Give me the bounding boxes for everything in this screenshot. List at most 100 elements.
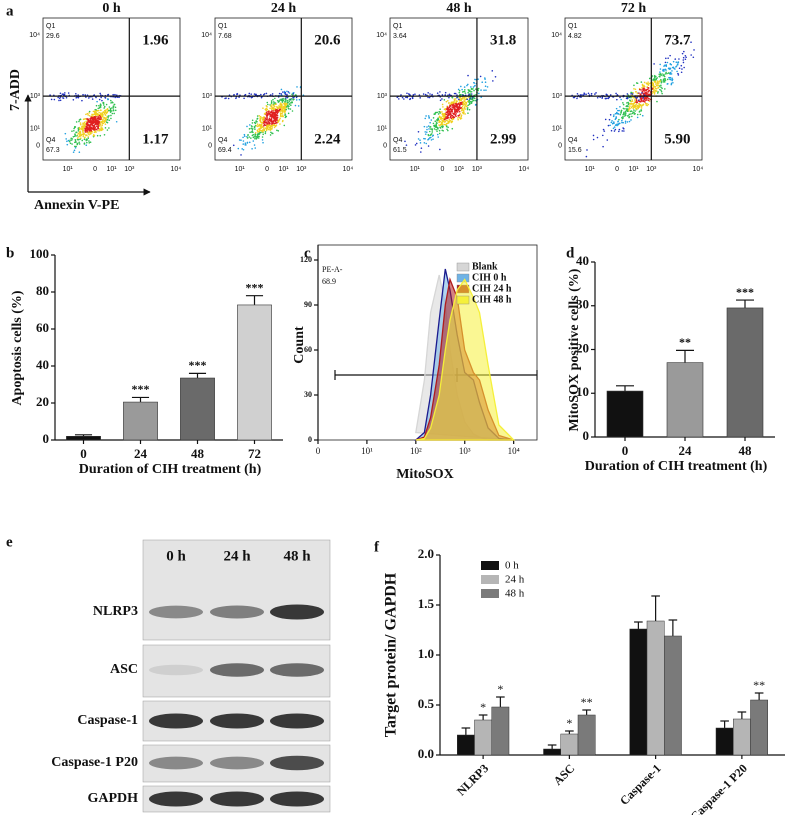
event-dot (431, 131, 434, 133)
event-dot (276, 129, 278, 132)
event-dot (77, 96, 80, 99)
event-dot (273, 126, 276, 129)
event-dot (265, 92, 268, 95)
event-dot (462, 101, 465, 104)
event-dot (467, 104, 469, 107)
event-dot (639, 113, 642, 116)
event-dot (602, 128, 605, 131)
event-dot (654, 80, 656, 82)
event-dot (458, 91, 461, 94)
event-dot (96, 134, 99, 137)
event-dot (448, 110, 450, 112)
event-dot (246, 135, 248, 138)
event-dot (232, 144, 235, 147)
event-dot (87, 137, 90, 140)
x-tick-label: 10³ (459, 446, 471, 456)
event-dot (244, 144, 246, 146)
event-dot (297, 105, 300, 107)
event-dot (669, 67, 671, 69)
event-dot (281, 110, 284, 113)
event-dot (606, 97, 608, 100)
event-dot (279, 123, 281, 125)
y-tick-label: 30 (304, 390, 312, 399)
event-dot (275, 121, 278, 124)
event-dot (242, 140, 245, 142)
event-dot (463, 86, 466, 88)
event-dot (88, 110, 91, 113)
event-dot (450, 102, 453, 104)
event-dot (464, 98, 467, 101)
event-dot (669, 71, 672, 74)
event-dot (281, 112, 283, 115)
event-dot (276, 118, 278, 120)
event-dot (426, 128, 428, 131)
event-dot (436, 130, 438, 132)
event-dot (68, 140, 71, 143)
bar (237, 304, 272, 441)
event-dot (77, 132, 80, 135)
event-dot (83, 118, 85, 120)
legend-swatch (456, 295, 470, 305)
significance: *** (736, 285, 754, 299)
event-dot (586, 149, 588, 151)
y-axis-label: Target protein/ GAPDH (383, 572, 400, 737)
event-dot (108, 127, 110, 129)
event-dot (627, 105, 629, 108)
event-dot (660, 86, 662, 89)
event-dot (660, 90, 663, 93)
event-dot (272, 103, 275, 105)
event-dot (263, 117, 265, 119)
event-dot (630, 103, 633, 105)
event-dot (486, 86, 489, 88)
event-dot (630, 113, 632, 115)
event-dot (653, 63, 655, 65)
event-dot (281, 120, 284, 123)
event-dot (270, 118, 273, 121)
event-dot (447, 106, 449, 108)
event-dot (269, 111, 272, 113)
event-dot (97, 107, 100, 110)
event-dot (94, 109, 97, 112)
blot-row-label: ASC (110, 662, 138, 677)
event-dot (282, 91, 284, 93)
event-dot (635, 107, 637, 109)
event-dot (431, 93, 433, 96)
event-dot (470, 87, 473, 90)
event-dot (433, 124, 436, 127)
event-dot (95, 114, 97, 117)
event-dot (92, 115, 94, 117)
event-dot (454, 103, 457, 105)
event-dot (449, 103, 452, 106)
y-axis-label: Apoptosis cells (%) (10, 290, 25, 405)
event-dot (627, 114, 630, 117)
event-dot (242, 143, 245, 145)
event-dot (266, 113, 269, 115)
bar (474, 719, 492, 756)
event-dot (671, 70, 673, 72)
event-dot (667, 57, 669, 59)
event-dot (625, 105, 628, 107)
y-tick-label: 20 (36, 394, 49, 409)
event-dot (95, 111, 97, 114)
event-dot (635, 91, 637, 93)
event-dot (73, 149, 76, 152)
event-dot (103, 105, 106, 108)
event-dot (618, 109, 620, 112)
event-dot (455, 113, 457, 115)
event-dot (620, 109, 623, 112)
event-dot (273, 105, 276, 108)
event-dot (270, 124, 273, 127)
event-dot (641, 114, 644, 117)
event-dot (668, 72, 670, 74)
event-dot (470, 93, 473, 95)
event-dot (654, 76, 656, 79)
event-dot (460, 85, 462, 88)
event-dot (100, 109, 102, 112)
event-dot (464, 108, 466, 110)
event-dot (644, 102, 647, 105)
blot-band (210, 791, 264, 807)
event-dot (610, 129, 613, 132)
event-dot (406, 96, 409, 99)
event-dot (466, 108, 469, 111)
event-dot (256, 117, 259, 120)
